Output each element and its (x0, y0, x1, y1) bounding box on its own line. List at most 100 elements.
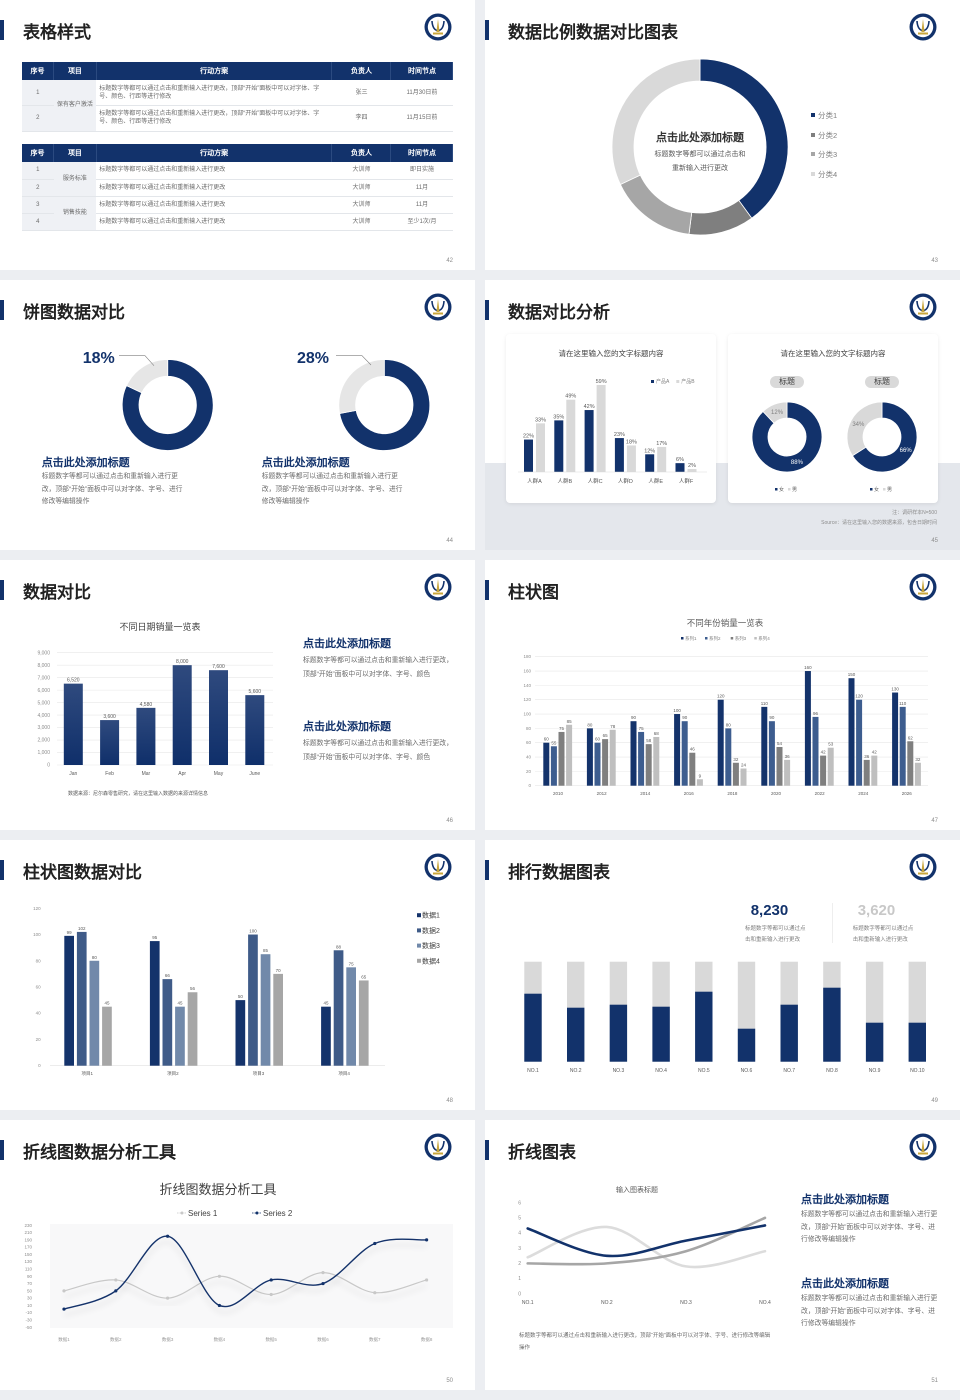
bar (687, 469, 697, 472)
action-plan-cell: 标题数字等都可以通过点击和重新输入进行更改，顶部“开始”面板中可以对字体、字号、… (96, 105, 332, 132)
legend-swatch (651, 380, 654, 383)
y-tick-label: 60 (36, 985, 42, 990)
action-plan-cell: 标题数字等都可以通过点击和重新输入进行更改 (96, 213, 332, 231)
pill-title: 标题 (865, 376, 899, 388)
data-label: 68 (654, 731, 660, 736)
bar (594, 742, 601, 786)
owner-cell: 大训师 (331, 213, 391, 231)
y-tick-label: 120 (33, 906, 41, 911)
column-header: 负责人 (331, 144, 392, 162)
y-tick-label: 0 (528, 783, 531, 788)
y-tick-label: 0 (518, 1291, 521, 1297)
bar (626, 445, 636, 472)
data-label: 70 (276, 968, 282, 973)
bar (602, 739, 609, 786)
donut-slice (125, 359, 169, 394)
y-tick-label: 170 (24, 1245, 32, 1250)
center-title: 点击此处添加标题 (656, 132, 744, 144)
slide-title: 排行数据图表 (508, 863, 610, 882)
x-tick-label: Feb (105, 771, 114, 777)
bar (695, 991, 713, 1062)
column-header: 序号 (22, 62, 55, 80)
bar (892, 692, 899, 786)
y-tick-label: 9,000 (37, 650, 50, 656)
column-header: 时间节点 (390, 62, 454, 80)
chart-title: 输入图表标题 (616, 1187, 658, 1194)
y-tick-label: 40 (526, 755, 532, 760)
column-header: 项目 (53, 62, 97, 80)
stat-description: 标题数字等都可以通过点 (745, 926, 806, 932)
data-label: 6,520 (67, 678, 80, 684)
title-accent-bar (485, 580, 489, 600)
y-tick-label: -10 (25, 1310, 32, 1315)
data-label: 33% (535, 417, 546, 423)
bar (162, 979, 173, 1066)
bar (248, 934, 258, 1066)
x-tick-label: NO.3 (680, 1300, 692, 1306)
x-tick-label: 2016 (684, 791, 695, 796)
bar (172, 665, 192, 765)
deadline-cell: 11月30日前 (390, 80, 453, 106)
data-point (373, 1241, 377, 1246)
legend-swatch (811, 132, 815, 137)
title-accent-bar (485, 300, 489, 320)
data-label: 45 (104, 1001, 110, 1006)
data-label: 110 (899, 701, 907, 706)
data-label: 110 (761, 701, 769, 706)
y-tick-label: 70 (27, 1281, 33, 1286)
stat-description: 标题数字等都可以通过点 (852, 926, 914, 932)
bar (914, 762, 921, 786)
x-tick-label: 项目2 (167, 1071, 179, 1077)
data-label: 62 (908, 735, 914, 740)
data-label: 42 (821, 750, 827, 755)
legend-swatch (811, 152, 815, 156)
bar (776, 747, 783, 786)
donut-slice (846, 401, 883, 457)
data-label: 56 (190, 986, 196, 991)
bar (245, 695, 265, 765)
legend-label: Series 2 (263, 1209, 293, 1218)
stat-value: 8,230 (750, 902, 789, 919)
data-label: 85 (263, 948, 269, 953)
x-tick-label: 2012 (597, 791, 608, 796)
legend-label: 系列1 (685, 635, 697, 642)
slice-label: 12% (771, 410, 784, 416)
y-tick-label: 0 (38, 1063, 41, 1068)
data-label: 24 (741, 763, 747, 768)
slide-45: 数据对比分析 45 22% 33% 人群A 35% 49% 人群B 42% 59% 人群C 23% 18… (485, 280, 960, 550)
column-header: 序号 (22, 144, 55, 162)
y-tick-label: -30 (25, 1318, 32, 1323)
percent-label: 28% (297, 350, 330, 367)
y-tick-label: 1,000 (37, 750, 50, 756)
bar (696, 779, 703, 786)
bar (614, 438, 624, 472)
action-plan-cell: 标题数字等都可以通过点击和重新输入进行更改 (96, 162, 332, 180)
y-tick-label: 90 (27, 1274, 33, 1279)
page-number: 43 (931, 258, 938, 264)
data-label: 66 (165, 973, 171, 978)
donut-slice (688, 199, 753, 236)
university-emblem-logo (424, 853, 452, 881)
data-label: 2% (688, 463, 696, 469)
y-tick-label: 30 (27, 1296, 33, 1301)
legend-label: 分类3 (818, 150, 838, 159)
data-point (425, 1278, 429, 1282)
slide-49: 排行数据图表 49 NO.1 NO.2 NO.3 NO.4 NO.5 NO.6 NO.7 NO.8… (485, 840, 960, 1110)
y-tick-label: -50 (25, 1325, 32, 1330)
bar (554, 420, 564, 472)
y-tick-label: 180 (523, 654, 531, 659)
series-line (526, 1225, 767, 1269)
bar (102, 1006, 112, 1066)
bar (187, 992, 198, 1066)
legend-swatch (681, 637, 684, 640)
data-point (166, 1234, 170, 1238)
bar (346, 967, 356, 1066)
x-tick-label: 数据1 (58, 1336, 70, 1343)
x-tick-label: NO.2 (570, 1068, 582, 1074)
bar (596, 384, 606, 472)
data-label: 99 (67, 930, 73, 935)
center-text: 标题数字等都可以通过点击和 (654, 151, 746, 158)
data-label: 120 (717, 694, 725, 699)
y-tick-label: 160 (523, 669, 531, 674)
university-emblem-logo (909, 1133, 937, 1161)
